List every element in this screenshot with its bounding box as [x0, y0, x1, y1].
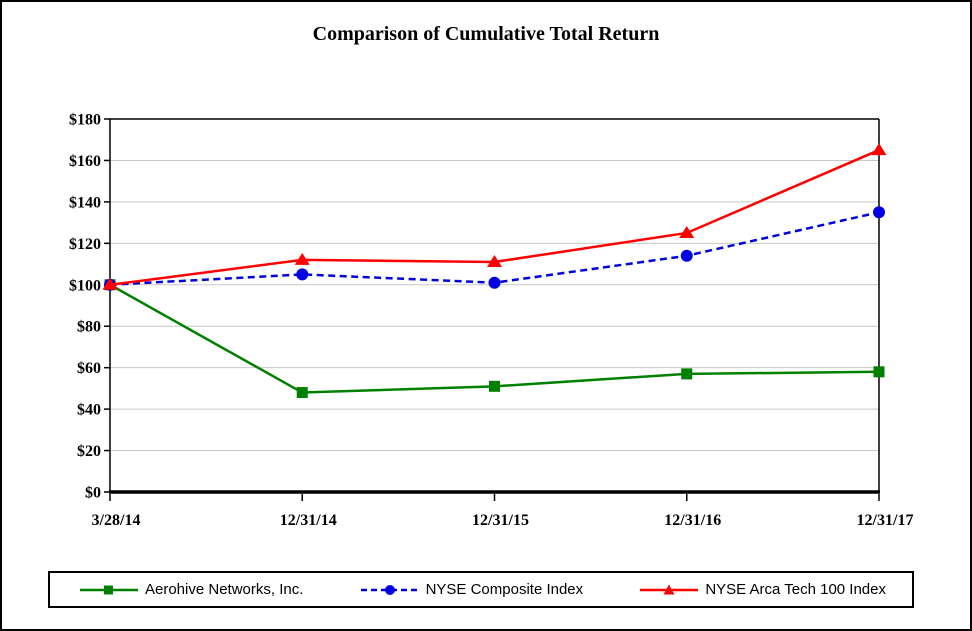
circle-marker-icon — [296, 268, 309, 281]
y-tick-label: $40 — [77, 402, 101, 419]
triangle-marker-icon — [663, 584, 675, 594]
series-line — [109, 211, 880, 287]
square-marker-icon — [681, 368, 693, 380]
triangle-marker-icon — [871, 143, 887, 156]
circle-marker-icon — [680, 249, 693, 262]
legend-entry-nyse-arca-tech: NYSE Arca Tech 100 Index — [640, 581, 886, 598]
triangle-marker-icon — [102, 277, 118, 290]
x-tick-label: 12/31/15 — [472, 512, 529, 529]
plot-area: $0 $20 $40 $60 $80 $100 $120 $140 $160 $180 3/28/1… — [69, 112, 914, 530]
circle-marker-icon — [873, 206, 885, 219]
square-marker-icon — [489, 380, 500, 392]
legend-label-nyse-composite: NYSE Composite Index — [425, 581, 584, 598]
y-tick-label: $120 — [69, 236, 101, 253]
y-tick-label: $60 — [77, 360, 101, 377]
legend-entry-aerohive: Aerohive Networks, Inc. — [80, 581, 303, 598]
circle-marker-icon — [384, 584, 395, 595]
y-tick-label: $80 — [77, 319, 101, 336]
square-marker-icon — [104, 585, 113, 594]
legend-entry-nyse-composite: NYSE Composite Index — [360, 581, 584, 598]
square-marker-icon — [873, 366, 885, 378]
y-tick-label: $180 — [69, 112, 101, 129]
y-tick-label: $100 — [69, 277, 101, 294]
legend: Aerohive Networks, Inc. NYSE Composite I… — [48, 571, 914, 608]
x-tick-label: 12/31/14 — [280, 512, 337, 529]
y-tick-label: $140 — [69, 194, 101, 211]
y-tick-label: $0 — [85, 485, 101, 502]
x-tick-label: 12/31/16 — [664, 512, 721, 529]
triangle-marker-icon — [679, 225, 695, 238]
y-tick-label: $20 — [77, 443, 101, 460]
x-tick-label: 12/31/17 — [857, 512, 914, 529]
chart-title: Comparison of Cumulative Total Return — [312, 23, 660, 45]
square-marker-icon — [296, 387, 308, 399]
y-tick-label: $160 — [69, 153, 101, 170]
circle-marker-icon — [488, 276, 501, 289]
triangle-marker-icon — [487, 254, 502, 267]
triangle-marker-icon — [294, 252, 310, 265]
legend-label-nyse-arca-tech: NYSE Arca Tech 100 Index — [705, 581, 886, 598]
series-line — [109, 283, 880, 394]
legend-label-aerohive: Aerohive Networks, Inc. — [145, 581, 304, 598]
red-triangle-line-icon — [640, 584, 699, 594]
green-square-line-icon — [80, 585, 138, 594]
blue-dashed-circle-line-icon — [360, 584, 419, 595]
x-tick-label: 3/28/14 — [92, 512, 141, 529]
